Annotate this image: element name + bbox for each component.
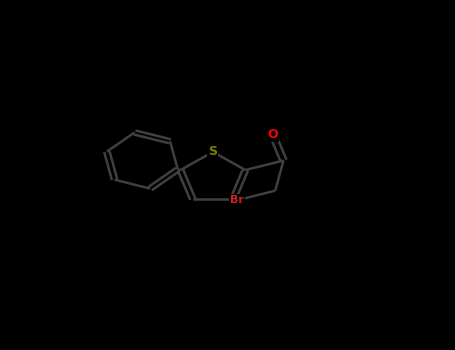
Text: S: S	[208, 145, 217, 159]
Text: O: O	[267, 128, 278, 141]
Text: Br: Br	[230, 195, 244, 205]
